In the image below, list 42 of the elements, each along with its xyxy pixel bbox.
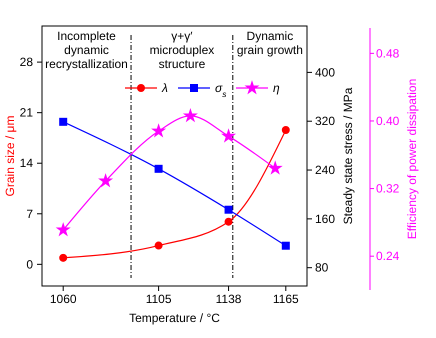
y2-axis-title: Steady state stress / MPa (341, 87, 355, 224)
point (151, 123, 166, 138)
y-tick-label: 21 (20, 106, 34, 120)
point (282, 242, 290, 250)
y-tick-label: 0 (26, 257, 34, 272)
point (59, 254, 68, 262)
point (224, 218, 233, 226)
y3-tick-label: 0.48 (376, 46, 400, 60)
y2-tick-label: 80 (315, 260, 329, 275)
annotation: Incomplete dynamic recrystallization (45, 29, 128, 71)
point (224, 206, 233, 214)
y2-tick-label: 400 (315, 65, 336, 80)
point (59, 118, 68, 126)
point (98, 173, 114, 188)
point (282, 126, 290, 134)
point (182, 108, 198, 122)
x-tick-label: 1105 (146, 292, 172, 306)
y-tick-label: 7 (26, 206, 34, 221)
y3-tick-label: 0.24 (376, 249, 400, 264)
y3-axis-title: Efficiency of power dissipation (405, 78, 419, 240)
legend-label: λ (161, 81, 168, 95)
annotation: Dynamic grain growth (236, 29, 303, 57)
x-tick-label: 1138 (216, 292, 242, 306)
point (154, 242, 163, 250)
legend-label: σ$_{s}$ (215, 81, 228, 99)
y2-tick-label: 320 (315, 114, 336, 128)
x-tick-label: 1165 (272, 292, 300, 306)
point (268, 160, 283, 175)
y-tick-label: 28 (20, 55, 34, 70)
y2-tick-label: 240 (315, 163, 336, 178)
y3-tick-label: 0.32 (376, 182, 400, 196)
point (56, 222, 71, 236)
x-axis-title: Temperature / °C (129, 311, 220, 325)
y3-tick-label: 0.40 (376, 114, 400, 128)
annotation: γ+γ′ microduplex structure (150, 29, 214, 71)
point (154, 164, 163, 173)
x-tick-label: 1060 (50, 292, 77, 306)
y2-tick-label: 160 (315, 212, 336, 226)
y-tick-label: 14 (20, 156, 34, 170)
point (221, 128, 236, 143)
legend-label: η (273, 81, 280, 95)
y-axis-title: Grain size / μm (3, 116, 17, 196)
